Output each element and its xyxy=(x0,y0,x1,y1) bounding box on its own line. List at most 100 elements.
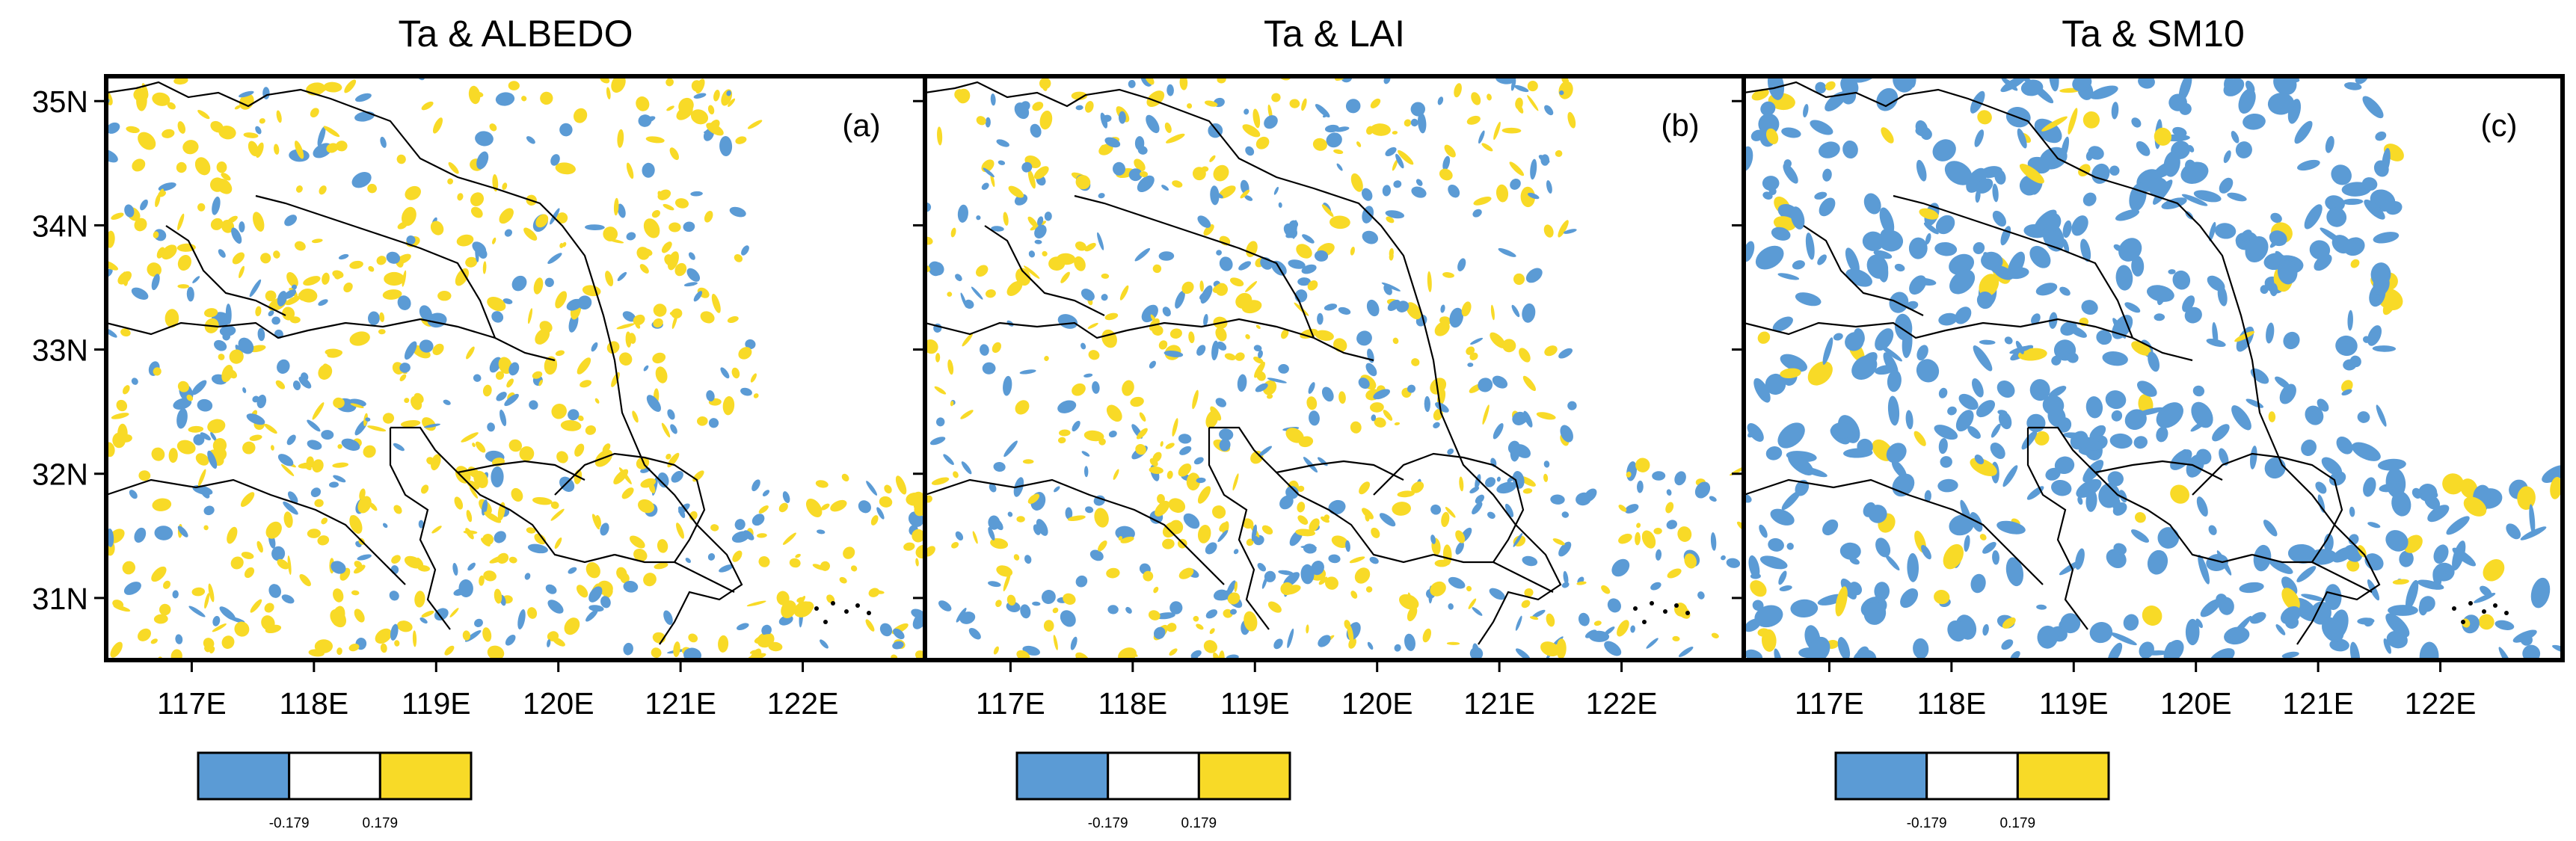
correlation-patch xyxy=(2081,300,2098,315)
correlation-patch xyxy=(508,439,523,452)
correlation-patch xyxy=(482,384,492,397)
correlation-patch xyxy=(1481,143,1493,152)
correlation-patch xyxy=(2363,477,2376,497)
correlation-patch xyxy=(1285,428,1304,443)
correlation-patch xyxy=(2483,559,2505,582)
correlation-patch xyxy=(1253,535,1264,546)
correlation-patch xyxy=(420,484,429,494)
correlation-patch xyxy=(1790,206,1805,229)
correlation-patch xyxy=(1522,303,1536,323)
correlation-patch xyxy=(2029,379,2050,401)
correlation-patch xyxy=(1563,570,1569,585)
correlation-patch xyxy=(1217,341,1227,351)
correlation-patch xyxy=(1219,428,1234,441)
correlation-patch xyxy=(2109,165,2120,176)
correlation-patch xyxy=(2243,113,2266,130)
correlation-patch xyxy=(1347,623,1354,644)
correlation-patch xyxy=(1973,241,1985,254)
correlation-patch xyxy=(1188,331,1195,344)
correlation-patch xyxy=(1021,161,1033,173)
correlation-patch xyxy=(1255,324,1261,329)
correlation-patch xyxy=(1434,559,1449,567)
correlation-patch xyxy=(1365,512,1370,522)
correlation-patch xyxy=(317,535,330,546)
correlation-patch xyxy=(2403,535,2423,553)
correlation-patch xyxy=(1522,488,1533,494)
correlation-patch xyxy=(1576,581,1587,585)
correlation-patch xyxy=(640,478,657,488)
correlation-patch xyxy=(2096,330,2112,345)
correlation-patch xyxy=(781,600,796,619)
correlation-patch xyxy=(555,291,568,309)
correlation-patch xyxy=(1925,232,1931,245)
correlation-patch xyxy=(990,173,995,188)
correlation-patch xyxy=(1563,229,1577,234)
correlation-patch xyxy=(1947,406,1957,416)
correlation-patch xyxy=(1190,650,1202,659)
correlation-patch xyxy=(230,617,245,623)
correlation-patch xyxy=(221,365,233,383)
correlation-patch xyxy=(268,584,281,598)
correlation-patch xyxy=(314,499,324,508)
correlation-patch xyxy=(292,381,301,390)
correlation-patch xyxy=(954,89,965,100)
correlation-patch xyxy=(2036,604,2047,610)
correlation-patch xyxy=(643,573,657,587)
correlation-patch xyxy=(1196,477,1206,484)
correlation-patch xyxy=(1512,471,1525,489)
colorbar-bin-pos xyxy=(2016,751,2110,801)
correlation-patch xyxy=(2041,116,2068,132)
correlation-patch xyxy=(230,556,244,570)
correlation-patch xyxy=(1427,271,1432,292)
correlation-patch xyxy=(820,639,829,649)
correlation-patch xyxy=(1164,122,1172,133)
correlation-patch xyxy=(1336,163,1343,171)
panel-label: (a) xyxy=(842,108,880,143)
correlation-patch xyxy=(483,570,497,582)
correlation-patch xyxy=(2048,386,2067,398)
correlation-patch xyxy=(2379,483,2398,493)
correlation-patch xyxy=(1788,454,1814,475)
correlation-patch xyxy=(1964,535,1970,552)
correlation-patch xyxy=(2106,484,2116,499)
correlation-patch xyxy=(423,423,441,428)
correlation-patch xyxy=(2198,554,2210,585)
correlation-patch xyxy=(671,308,683,319)
correlation-patch xyxy=(1472,607,1483,616)
correlation-patch xyxy=(1524,588,1534,597)
correlation-patch xyxy=(985,117,991,128)
correlation-patch xyxy=(1437,96,1444,105)
correlation-patch xyxy=(2281,588,2300,611)
correlation-patch xyxy=(1125,606,1132,614)
correlation-patch xyxy=(2105,390,2127,410)
correlation-patch xyxy=(556,212,568,224)
correlation-patch xyxy=(2383,638,2391,654)
correlation-patch xyxy=(1252,108,1261,129)
correlation-patch xyxy=(2006,267,2029,280)
correlation-patch xyxy=(212,623,227,632)
correlation-patch xyxy=(1350,591,1358,599)
correlation-patch xyxy=(466,346,475,360)
y-tick-label: 34N xyxy=(32,209,88,243)
correlation-patch xyxy=(1361,188,1373,201)
correlation-patch xyxy=(1106,567,1120,579)
colorbar-label: -0.179 xyxy=(1907,816,1947,831)
correlation-patch xyxy=(2269,230,2287,247)
correlation-patch xyxy=(839,576,847,584)
correlation-patch xyxy=(1471,92,1481,105)
correlation-patch xyxy=(1032,601,1041,606)
correlation-patch xyxy=(323,81,342,93)
correlation-patch xyxy=(1780,368,1801,379)
correlation-patch xyxy=(892,641,904,650)
correlation-patch xyxy=(2367,325,2382,346)
correlation-patch xyxy=(1087,322,1098,329)
correlation-patch xyxy=(1958,393,1979,410)
correlation-patch xyxy=(1169,328,1182,339)
correlation-patch xyxy=(1392,159,1398,171)
correlation-patch xyxy=(1955,306,1972,324)
correlation-patch xyxy=(1544,345,1558,357)
correlation-patch xyxy=(1446,641,1460,645)
correlation-patch xyxy=(2223,78,2245,96)
correlation-patch xyxy=(643,365,649,372)
correlation-patch xyxy=(376,256,387,265)
